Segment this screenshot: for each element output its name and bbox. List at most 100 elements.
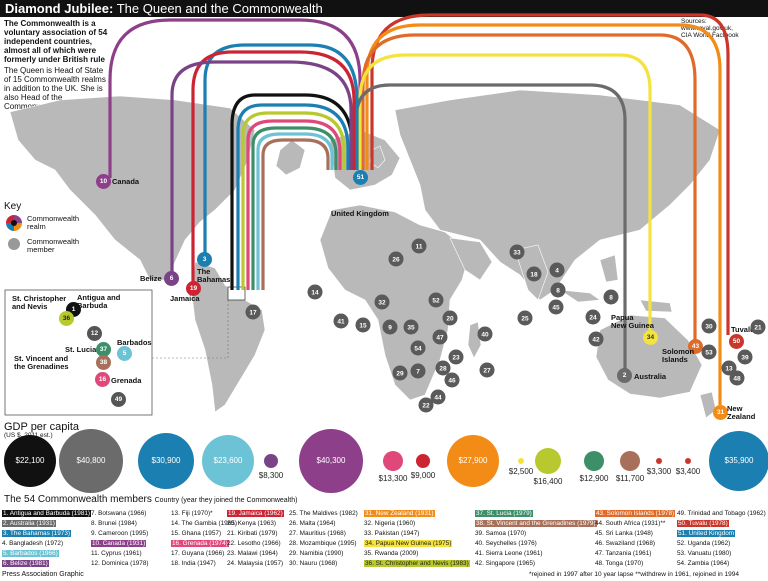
marker-member-8[interactable]: [603, 289, 619, 305]
member-entry: 11. Cyprus (1961): [91, 550, 142, 557]
intro-text: The Commonwealth is a voluntary associati…: [4, 19, 108, 64]
marker-member-48[interactable]: [729, 370, 745, 386]
marker-member-17[interactable]: [245, 304, 261, 320]
marker-member-number: 45: [552, 304, 560, 311]
marker-member-46[interactable]: [444, 372, 460, 388]
marker-member-number: 48: [733, 375, 741, 382]
member-entry: 24. Malaysia (1957): [227, 560, 284, 567]
member-entry: 31. New Zealand (1931): [364, 510, 435, 517]
member-entry: 8. Brunei (1984): [91, 520, 137, 527]
marker-member-35[interactable]: [403, 319, 419, 335]
marker-tuvalu[interactable]: 50: [729, 334, 744, 349]
marker-member-number: 53: [705, 349, 713, 356]
marker-member-number: 8: [556, 287, 560, 294]
marker-member-33[interactable]: [509, 244, 525, 260]
marker-member-44[interactable]: [430, 389, 446, 405]
marker-member-14[interactable]: [307, 284, 323, 300]
gdp-value: $16,400: [533, 477, 563, 486]
member-entry: 29. Namibia (1990): [289, 550, 344, 557]
marker-member-47[interactable]: [432, 329, 448, 345]
gdp-bubble: [383, 451, 403, 471]
marker-member-4[interactable]: [549, 262, 565, 278]
marker-member-24[interactable]: [585, 309, 601, 325]
label-antigua: Antigua and Barbuda: [77, 293, 121, 310]
marker-bahamas[interactable]: 3: [197, 252, 212, 267]
gdp-bubble: [656, 458, 662, 464]
member-entry: 41. Sierra Leone (1961): [475, 550, 543, 557]
marker-member-41[interactable]: [333, 313, 349, 329]
member-entry: 48. Tonga (1970): [595, 560, 644, 567]
marker-stlucia[interactable]: 37: [96, 342, 111, 357]
marker-member-20[interactable]: [442, 310, 458, 326]
member-entry: 47. Tanzania (1961): [595, 550, 652, 557]
marker-member-22[interactable]: [418, 397, 434, 413]
member-entry: 35. Rwanda (2009): [364, 550, 419, 557]
member-entry: 15. Ghana (1957): [171, 530, 222, 537]
marker-grenada[interactable]: 16: [95, 372, 110, 387]
marker-trinidad[interactable]: 49: [111, 392, 126, 407]
marker-member-45[interactable]: [548, 299, 564, 315]
marker-barbados[interactable]: 5: [117, 346, 132, 361]
marker-member-26[interactable]: [388, 251, 404, 267]
realm-arcs: [108, 13, 730, 405]
marker-member-21[interactable]: [750, 319, 766, 335]
marker-canada[interactable]: 10: [96, 174, 111, 189]
marker-dominica[interactable]: 12: [87, 326, 102, 341]
marker-member-25[interactable]: [517, 310, 533, 326]
gdp-value: $35,900: [724, 456, 754, 465]
marker-member-13[interactable]: [721, 360, 737, 376]
realm-key-swatch: [6, 215, 22, 231]
member-entry: 33. Pakistan (1947): [364, 530, 420, 537]
member-entry: 32. Nigeria (1960): [364, 520, 416, 527]
marker-member-18[interactable]: [526, 266, 542, 282]
member-entry: 28. Mozambique (1995): [289, 540, 357, 547]
marker-member-30[interactable]: [701, 318, 717, 334]
member-entry: 21. Kiribati (1979): [227, 530, 278, 537]
marker-member-28[interactable]: [435, 360, 451, 376]
marker-member-number: 32: [378, 299, 386, 306]
marker-svg[interactable]: 38: [96, 355, 111, 370]
marker-uk[interactable]: 51: [353, 170, 368, 185]
marker-member-39[interactable]: [737, 349, 753, 365]
marker-member-11[interactable]: [411, 238, 427, 254]
marker-member-27[interactable]: [479, 362, 495, 378]
member-entry: 6. Belize (1981): [2, 560, 49, 567]
inset-connector: [152, 300, 229, 359]
member-entry: 17. Guyana (1966): [171, 550, 225, 557]
marker-member-23[interactable]: [448, 349, 464, 365]
marker-member-53[interactable]: [701, 344, 717, 360]
marker-jamaica[interactable]: 19: [186, 281, 201, 296]
marker-member-32[interactable]: [374, 294, 390, 310]
marker-member-40[interactable]: [477, 326, 493, 342]
gdp-value: $2,500: [508, 467, 534, 476]
marker-solomon[interactable]: 43: [688, 339, 703, 354]
marker-png[interactable]: 34: [643, 330, 658, 345]
marker-australia[interactable]: 2: [617, 368, 632, 383]
marker-member-number: 39: [741, 354, 749, 361]
member-entry: 26. Malta (1964): [289, 520, 336, 527]
member-entry: 34. Papua New Guinea (1975): [364, 540, 453, 547]
marker-member-54[interactable]: [410, 340, 426, 356]
marker-belize[interactable]: 6: [164, 271, 179, 286]
gdp-bubble: [416, 454, 430, 468]
label-australia: Australia: [634, 372, 667, 381]
marker-stkitts[interactable]: 36: [59, 311, 74, 326]
marker-member-number: 4: [555, 267, 559, 274]
member-entry: 38. St. Vincent and the Grenadines (1979…: [475, 520, 597, 527]
member-entry: 43. Solomon Islands (1978): [595, 510, 676, 517]
marker-member-9[interactable]: [382, 319, 398, 335]
key-title: Key: [4, 201, 22, 212]
member-entry: 40. Seychelles (1976): [475, 540, 537, 547]
member-entry: 37. St. Lucia (1979): [475, 510, 533, 517]
marker-nz[interactable]: 31: [713, 405, 728, 420]
marker-member-8[interactable]: [550, 282, 566, 298]
marker-member-42[interactable]: [588, 331, 604, 347]
member-entry: 51. United Kingdom: [677, 530, 736, 537]
marker-member-number: 41: [337, 318, 345, 325]
gdp-value: $13,300: [378, 474, 408, 483]
marker-member-29[interactable]: [392, 365, 408, 381]
marker-member-52[interactable]: [428, 292, 444, 308]
marker-member-7[interactable]: [410, 363, 426, 379]
marker-member-number: 26: [392, 256, 400, 263]
marker-member-15[interactable]: [355, 317, 371, 333]
